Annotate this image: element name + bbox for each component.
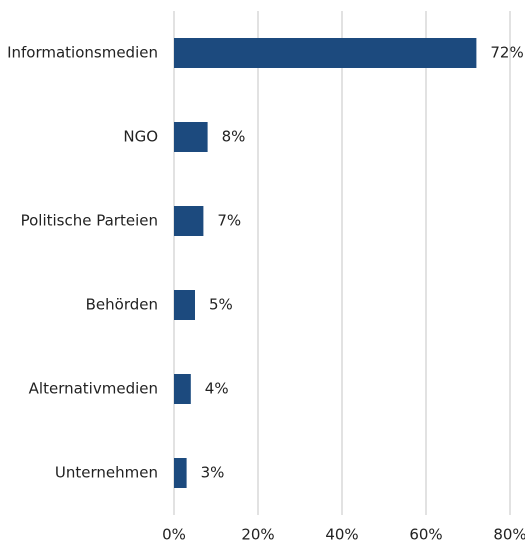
data-label: 72%: [490, 44, 523, 62]
bar: [174, 290, 195, 320]
data-label: 8%: [222, 128, 246, 146]
x-tick-label: 60%: [409, 526, 442, 544]
data-label: 5%: [209, 296, 233, 314]
bar: [174, 206, 204, 236]
y-tick-label: Behörden: [86, 296, 158, 314]
bar: [174, 122, 208, 152]
bar: [174, 38, 477, 68]
bar: [174, 458, 187, 488]
data-label: 7%: [217, 212, 241, 230]
y-tick-label: Unternehmen: [55, 464, 158, 482]
y-tick-label: NGO: [123, 128, 158, 146]
bar: [174, 374, 191, 404]
y-tick-label: Informationsmedien: [7, 44, 158, 62]
x-tick-label: 20%: [241, 526, 274, 544]
y-tick-label: Politische Parteien: [21, 212, 158, 230]
y-tick-label: Alternativmedien: [29, 380, 158, 398]
data-label: 4%: [205, 380, 229, 398]
x-tick-label: 0%: [162, 526, 186, 544]
data-label: 3%: [201, 464, 225, 482]
x-tick-label: 40%: [325, 526, 358, 544]
x-tick-label: 80%: [493, 526, 525, 544]
